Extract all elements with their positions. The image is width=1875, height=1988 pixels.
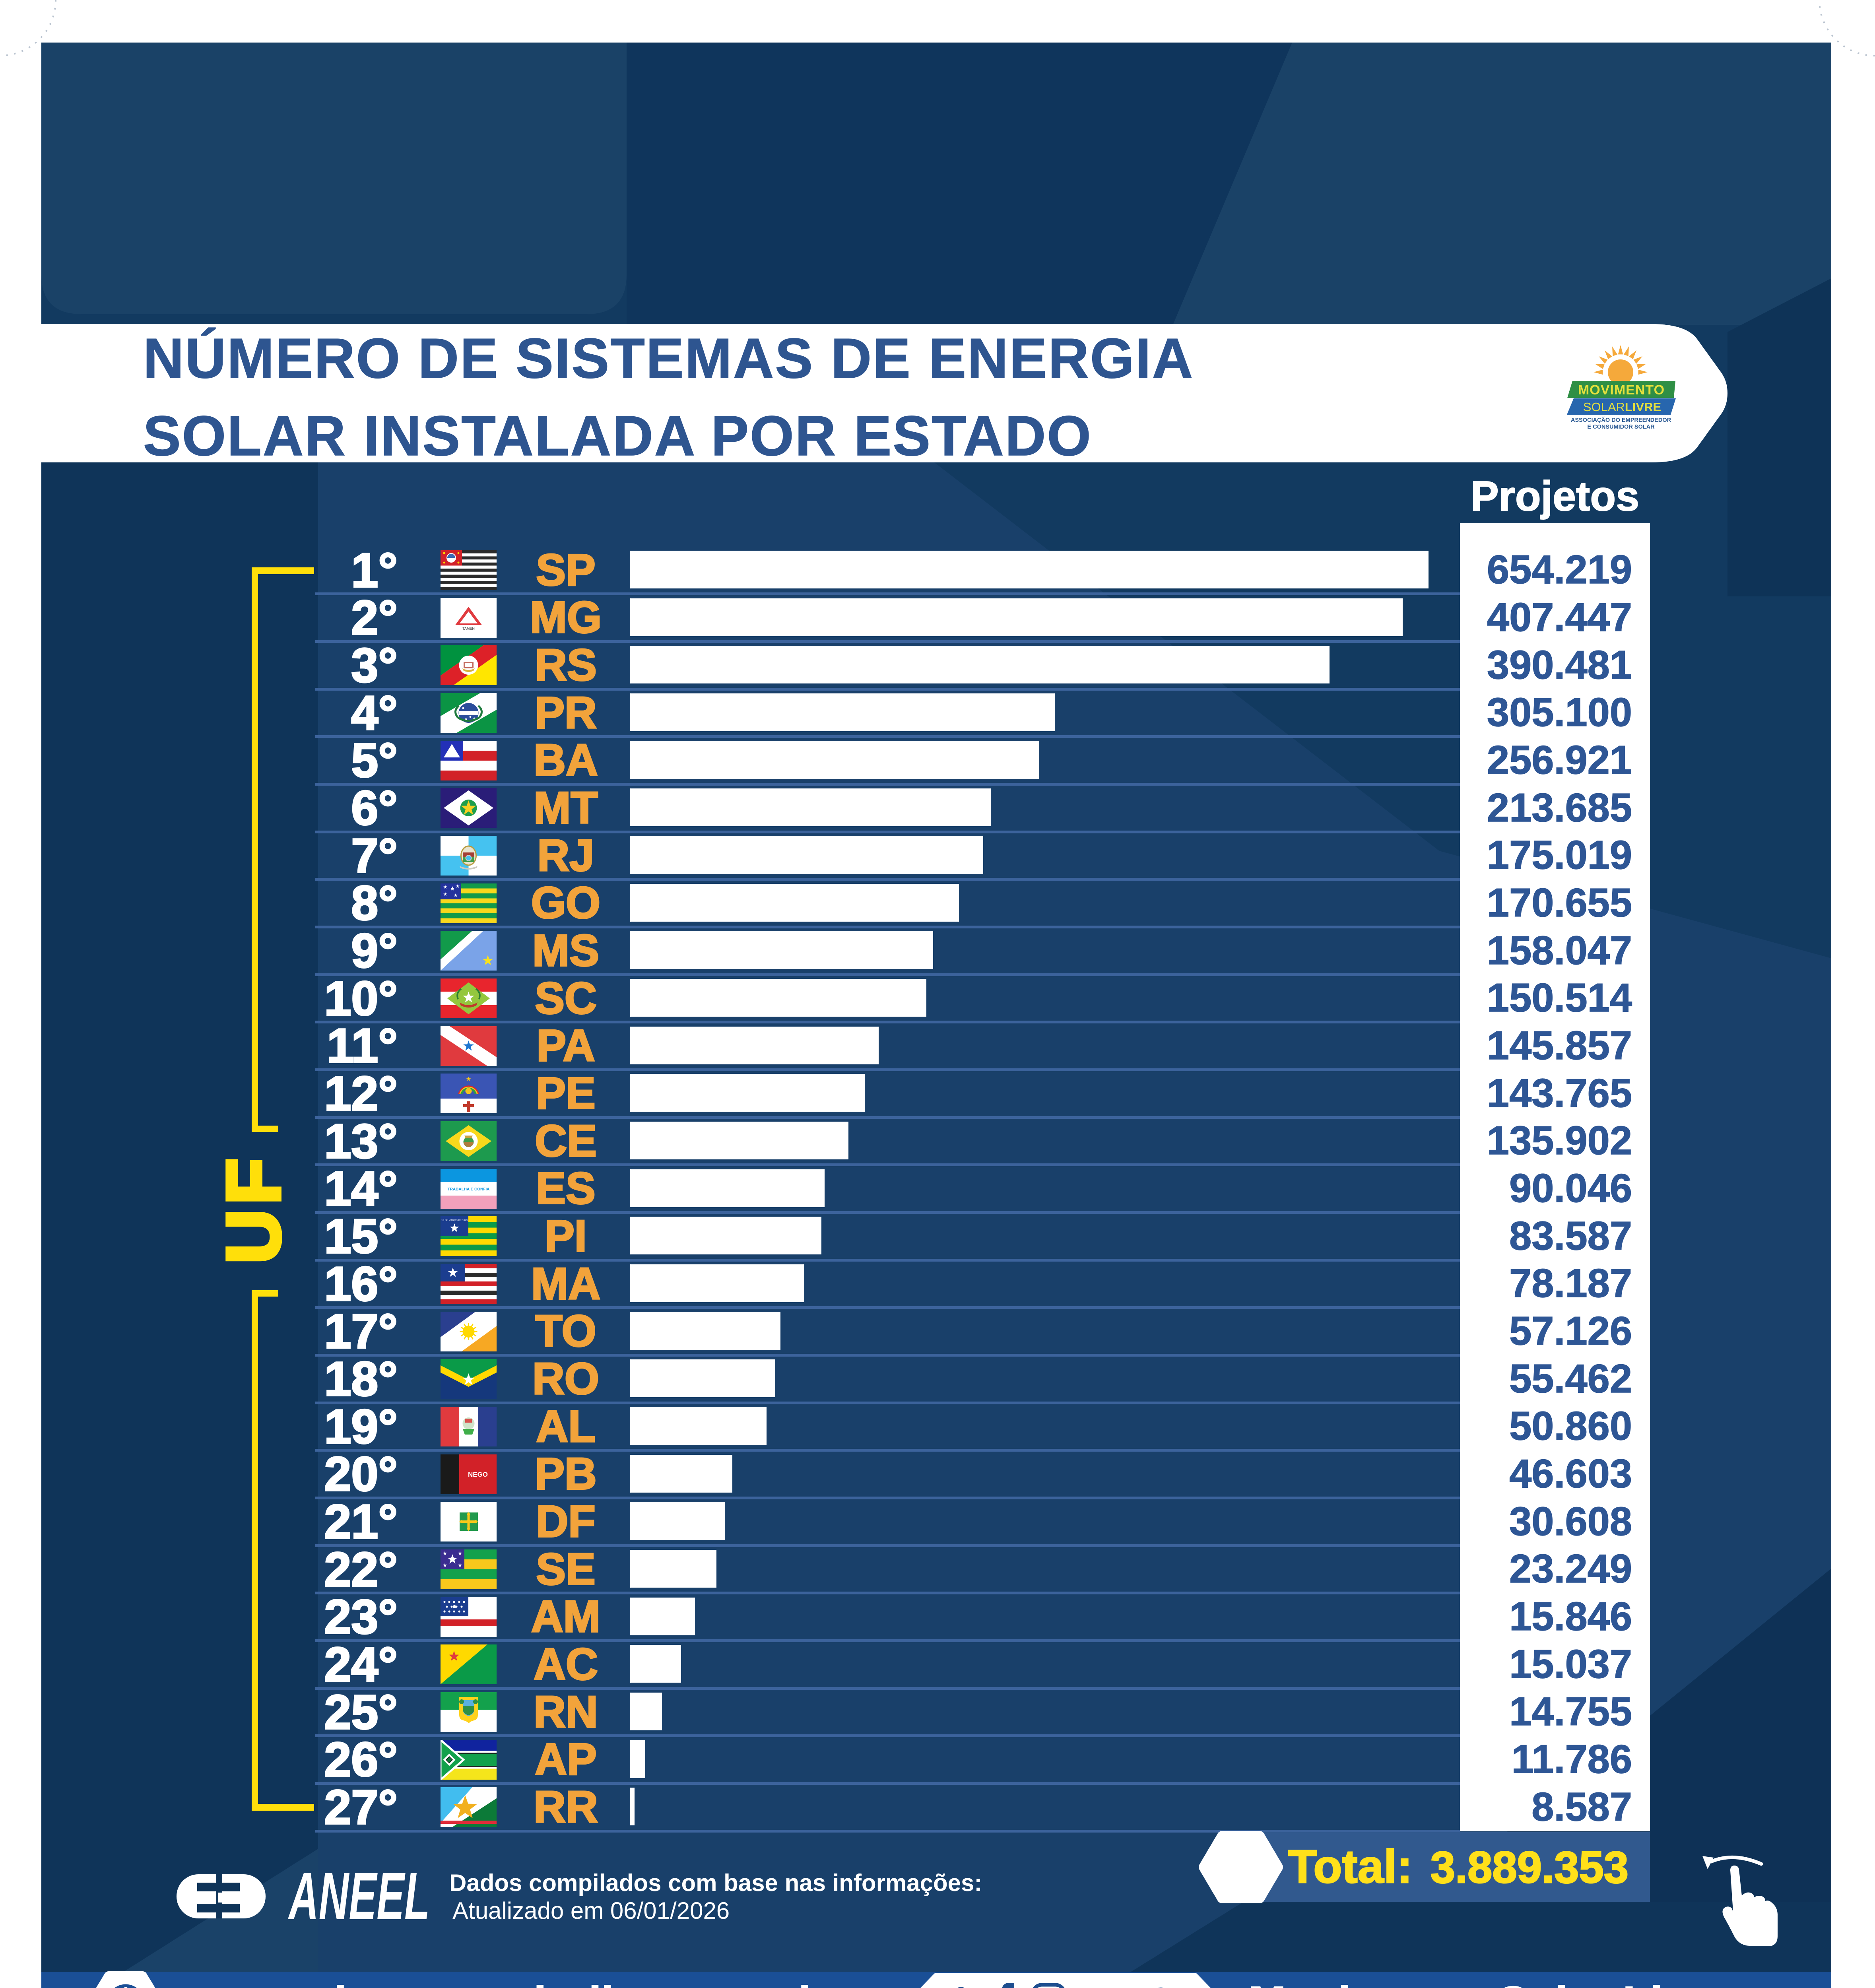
svg-text:MOVIMENTO: MOVIMENTO (1578, 382, 1665, 398)
svg-text:13 DE MARÇO DE 1823: 13 DE MARÇO DE 1823 (441, 1219, 468, 1222)
svg-text:in: in (956, 1980, 989, 1988)
svg-text:SOLARLIVRE: SOLARLIVRE (1583, 400, 1661, 414)
svg-text:NEGO: NEGO (468, 1471, 488, 1478)
svg-text:E CONSUMIDOR SOLAR: E CONSUMIDOR SOLAR (1587, 424, 1655, 430)
svg-text:TRABALHA E CONFIA: TRABALHA E CONFIA (448, 1187, 490, 1192)
svg-text:ASSOCIAÇÃO DO EMPREENDEDOR: ASSOCIAÇÃO DO EMPREENDEDOR (1571, 416, 1671, 423)
svg-text:TAMEN: TAMEN (462, 627, 475, 631)
